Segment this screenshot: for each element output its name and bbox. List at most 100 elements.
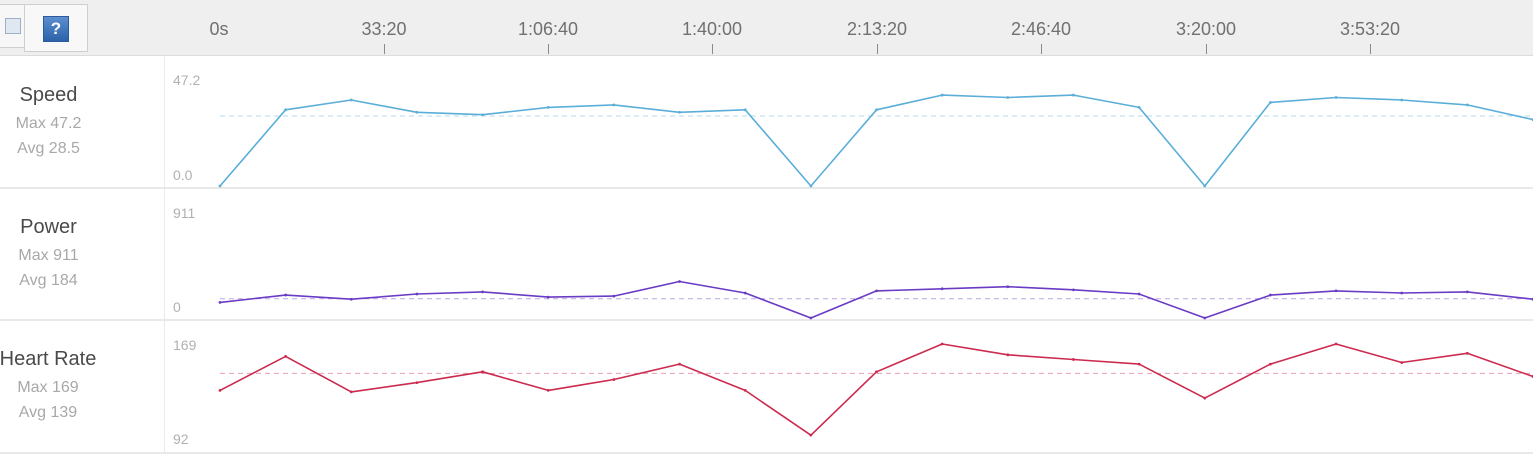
- speed-axis-min: 0.0: [173, 167, 193, 183]
- speed-data-point: [1269, 101, 1272, 104]
- timeline-header: ? 0s 33:20 1:06:40 1:40:00 2:13:20 2:46:…: [0, 0, 1533, 56]
- time-tick-mark: [384, 44, 385, 54]
- row-divider: [0, 187, 1533, 189]
- row-divider: [0, 319, 1533, 321]
- power-axis-min: 0: [173, 299, 181, 315]
- speed-data-point: [743, 108, 747, 112]
- speed-avg: Avg 28.5: [17, 140, 80, 157]
- speed-chart-panel[interactable]: [164, 56, 1533, 187]
- speed-data-point: [612, 103, 616, 107]
- heart-rate-avg: Avg 139: [18, 404, 78, 421]
- speed-data-point: [1203, 184, 1207, 188]
- speed-data-point: [284, 108, 288, 112]
- heart-rate-label-block: Heart Rate Max 169 Avg 139: [0, 348, 108, 422]
- speed-max: Max 47.2: [15, 115, 82, 132]
- speed-data-point: [481, 113, 484, 117]
- time-tick-label: 0s: [209, 19, 229, 39]
- speed-data-point: [1137, 105, 1141, 109]
- speed-data-point: [940, 93, 944, 97]
- heart-rate-title: Heart Rate: [0, 348, 97, 370]
- power-data-point: [1137, 292, 1141, 296]
- power-data-point: [349, 297, 353, 301]
- time-tick-mark: [548, 44, 549, 54]
- heart-rate-data-point: [743, 388, 747, 392]
- power-avg: Avg 184: [19, 272, 78, 289]
- power-data-point: [875, 289, 878, 293]
- time-tick-label: 33:20: [361, 19, 407, 39]
- help-button[interactable]: ?: [24, 4, 88, 52]
- heart-rate-data-point: [1137, 362, 1141, 366]
- power-data-point: [218, 300, 222, 304]
- heart-rate-data-point: [546, 388, 550, 392]
- speed-data-point: [349, 98, 353, 102]
- power-data-point: [1269, 293, 1272, 297]
- time-tick-label: 3:53:20: [1339, 19, 1401, 39]
- speed-title: Speed: [19, 84, 78, 106]
- speed-label-block: Speed Max 47.2 Avg 28.5: [0, 84, 97, 158]
- speed-data-point: [678, 110, 681, 114]
- heart-rate-axis-max: 169: [173, 337, 197, 353]
- speed-data-point: [875, 108, 878, 112]
- heart-rate-data-point: [612, 378, 616, 381]
- power-title: Power: [20, 216, 77, 238]
- power-data-point: [678, 280, 681, 283]
- power-data-point: [1400, 291, 1404, 295]
- power-chart-panel[interactable]: [164, 189, 1533, 319]
- time-tick-mark: [877, 44, 878, 54]
- row-divider: [0, 452, 1533, 454]
- power-data-point: [1006, 285, 1010, 289]
- heart-rate-max: Max 169: [17, 379, 79, 396]
- power-data-point: [481, 290, 484, 294]
- heart-rate-data-point: [1203, 396, 1207, 400]
- time-tick-mark: [1206, 44, 1207, 54]
- heart-rate-data-point: [349, 390, 353, 394]
- time-tick-mark: [1041, 44, 1042, 54]
- speed-data-point: [1334, 96, 1338, 99]
- speed-data-point: [1465, 103, 1469, 107]
- help-icon: ?: [43, 16, 69, 42]
- power-max: Max 911: [18, 247, 79, 264]
- speed-data-point: [809, 184, 813, 188]
- time-tick-label: 1:40:00: [681, 19, 743, 39]
- heart-rate-data-point: [481, 370, 484, 374]
- speed-data-point: [415, 110, 419, 114]
- speed-data-point: [1400, 98, 1404, 102]
- power-label-block: Power Max 911 Avg 184: [0, 216, 97, 290]
- heart-rate-data-point: [415, 381, 419, 385]
- power-data-point: [546, 295, 550, 299]
- heart-rate-data-point: [1465, 351, 1469, 355]
- heart-rate-data-point: [940, 342, 944, 346]
- speed-data-point: [1072, 93, 1075, 97]
- power-data-point: [612, 294, 616, 298]
- power-axis-max: 911: [173, 205, 196, 221]
- heart-rate-data-point: [284, 354, 288, 358]
- heart-rate-data-point: [875, 370, 878, 374]
- power-data-point: [284, 293, 288, 297]
- heart-rate-axis-min: 92: [173, 431, 189, 447]
- power-data-point: [809, 316, 813, 320]
- power-data-point: [1465, 290, 1469, 294]
- power-data-point: [743, 291, 747, 295]
- time-tick-mark: [1370, 44, 1371, 54]
- heart-rate-data-point: [678, 362, 681, 366]
- time-tick-mark: [712, 44, 713, 54]
- window-icon: [5, 18, 21, 34]
- power-data-point: [1203, 316, 1207, 320]
- speed-data-point: [1006, 96, 1010, 99]
- heart-rate-data-point: [1334, 342, 1338, 346]
- heart-rate-series-line: [219, 343, 1533, 437]
- time-tick-label: 2:46:40: [1010, 19, 1072, 39]
- power-data-point: [1072, 288, 1075, 292]
- heart-rate-data-point: [1269, 362, 1272, 366]
- power-data-point: [415, 292, 419, 296]
- speed-axis-max: 47.2: [173, 72, 201, 88]
- heart-rate-data-point: [809, 433, 813, 437]
- heart-rate-data-point: [1400, 361, 1404, 364]
- heart-rate-data-point: [1006, 353, 1010, 357]
- speed-data-point: [218, 184, 222, 188]
- heart-rate-data-point: [1072, 358, 1075, 361]
- power-series-line: [219, 280, 1533, 319]
- time-tick-label: 2:13:20: [846, 19, 908, 39]
- time-tick-label: 1:06:40: [517, 19, 579, 39]
